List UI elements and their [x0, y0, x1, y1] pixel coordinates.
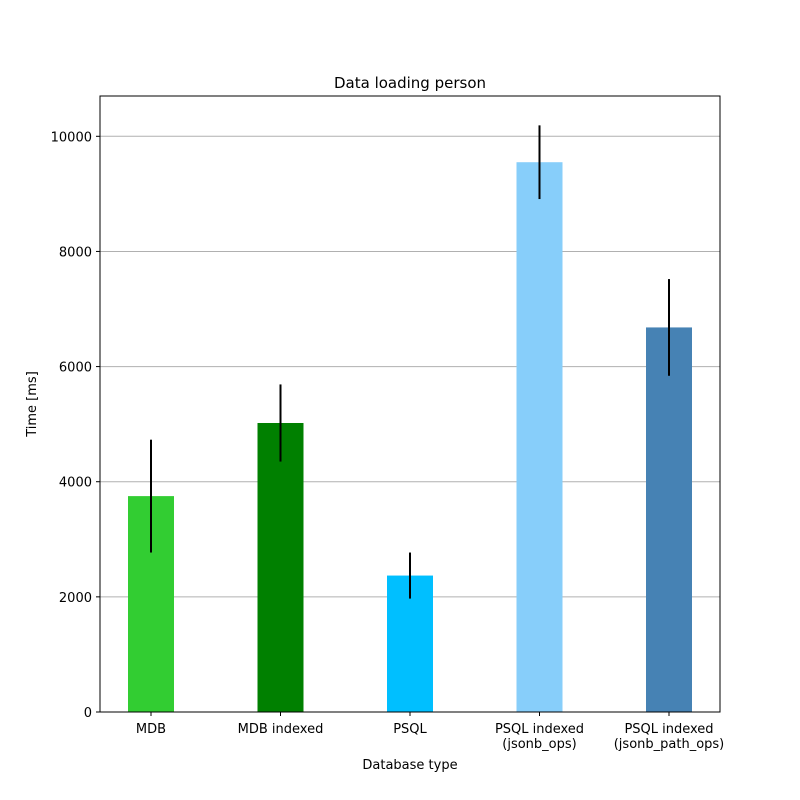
y-tick-label: 8000 [59, 245, 92, 260]
x-tick-label: PSQL [393, 722, 427, 737]
chart-title: Data loading person [334, 74, 486, 92]
x-tick-label: MDB [136, 722, 166, 737]
y-tick-label: 4000 [59, 476, 92, 491]
y-axis-label: Time [ms] [25, 371, 40, 438]
y-tick-label: 0 [84, 706, 92, 721]
bar [258, 423, 304, 712]
x-axis-label: Database type [362, 758, 457, 773]
y-tick-label: 6000 [59, 361, 92, 376]
x-tick-label: (jsonb_path_ops) [614, 737, 725, 752]
y-tick-label: 2000 [59, 591, 92, 606]
x-tick-label: PSQL indexed [495, 722, 584, 737]
y-tick-label: 10000 [51, 130, 92, 145]
x-tick-label: MDB indexed [238, 722, 324, 737]
x-tick-label: PSQL indexed [624, 722, 713, 737]
bar [646, 327, 692, 712]
bar [517, 162, 563, 712]
x-tick-label: (jsonb_ops) [502, 737, 576, 752]
